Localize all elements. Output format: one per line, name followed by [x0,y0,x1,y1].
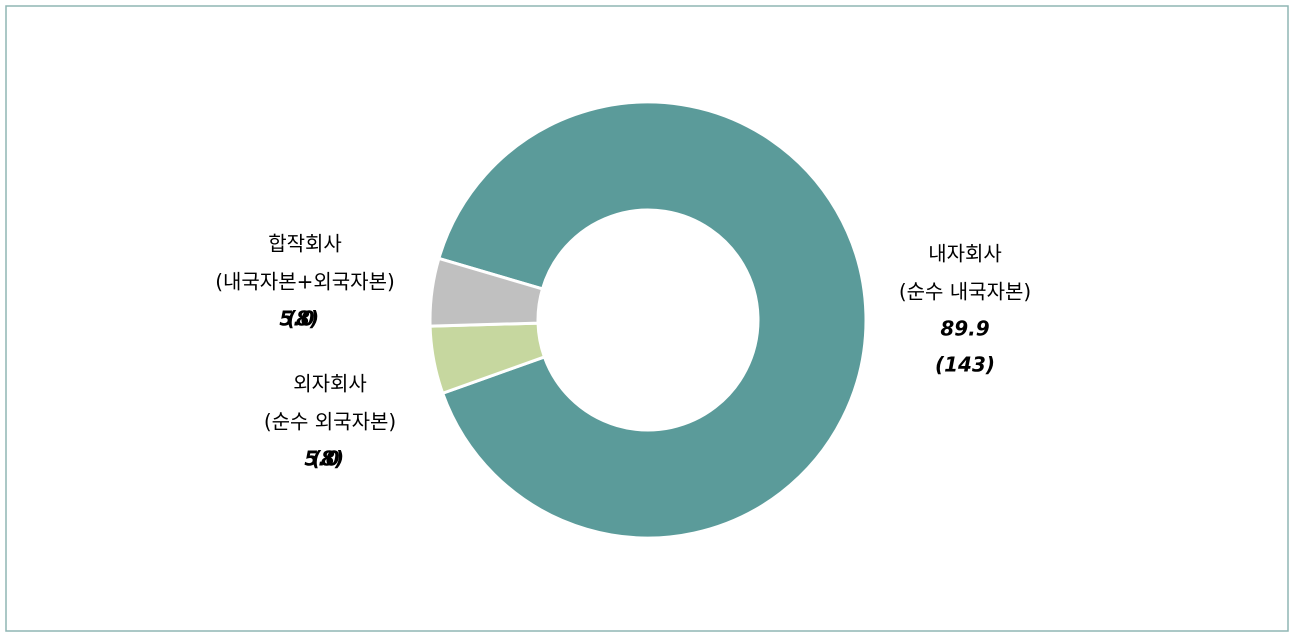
slice-label: 외자회사 [293,372,367,396]
value-label: 5.0 [304,447,340,471]
count-label: (8) [312,447,344,471]
slice-description: (순수 내국자본) [899,280,1031,304]
value-label: 5.0 [279,307,315,331]
slice-label: 내자회사 [928,242,1002,266]
value-label: 89.9 [940,317,989,341]
count-label: (8) [287,307,319,331]
donut-slice [437,100,868,540]
slice-label: 합작회사 [268,232,342,256]
slice-description: (내국자본+외국자본) [215,270,395,294]
slice-description: (순수 외국자본) [264,410,396,434]
donut-slice [428,256,545,328]
count-label: (143) [935,353,995,377]
